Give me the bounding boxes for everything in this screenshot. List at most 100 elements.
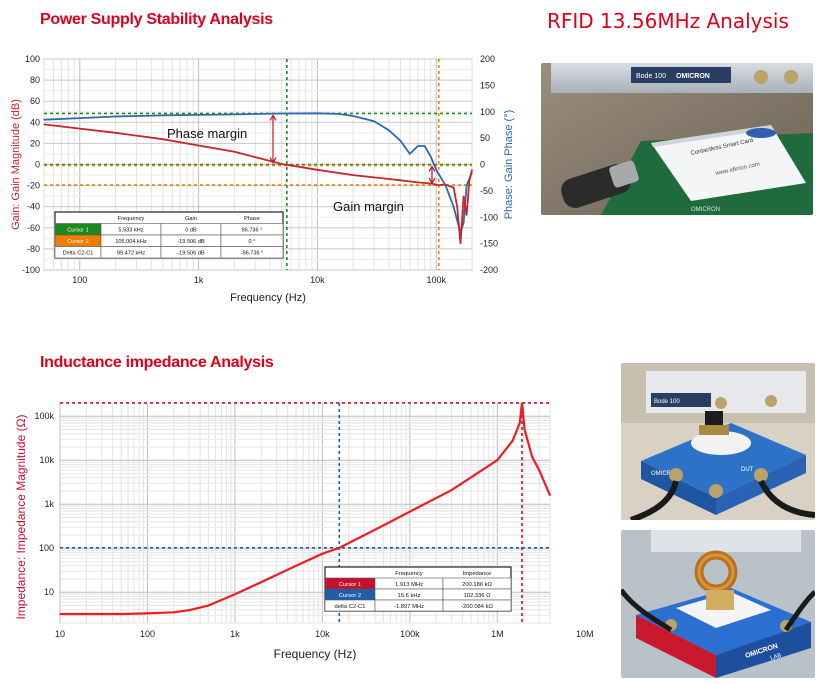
inductance-heading: Inductance impedance Analysis — [40, 354, 274, 371]
y2-tick-label: 200 — [480, 54, 495, 64]
table2-cell: -200.084 kΩ — [461, 604, 493, 610]
phase-point — [373, 120, 375, 122]
impedance-point — [518, 422, 521, 424]
gain-point — [459, 243, 462, 245]
phase-point — [409, 153, 411, 155]
gain-point — [316, 169, 319, 171]
inductor-setup-photo-1: Bode 100 OMICRON DUT — [621, 363, 815, 520]
impedance-point — [207, 604, 210, 607]
impedance-point — [120, 613, 122, 615]
impedance-point — [188, 609, 190, 611]
gain-point — [399, 179, 402, 181]
phase-margin-annotation: Phase margin — [167, 126, 247, 141]
table1-cell: Cursor 1 — [67, 228, 88, 234]
table1-header: Phase — [244, 216, 260, 222]
table1-header: Gain — [185, 216, 197, 222]
impedance-point — [146, 612, 149, 615]
gain-point — [352, 174, 354, 176]
phase-point — [281, 112, 283, 115]
phase-margin-arrow-head-top — [269, 114, 277, 121]
y-tick-label: 10 — [44, 587, 54, 597]
impedance-point — [521, 402, 523, 404]
impedance-point — [59, 613, 61, 615]
impedance-point — [512, 439, 514, 442]
impedance-point — [531, 456, 533, 458]
table1-cell: Cursor 2 — [67, 239, 88, 245]
x-axis-label: Frequency (Hz) — [274, 647, 357, 661]
impedance-point — [173, 611, 175, 614]
impedance-point — [295, 565, 297, 567]
board-brand: OMICRON — [691, 207, 720, 213]
table2-cell: 200.186 kΩ — [462, 582, 492, 588]
x-tick-label: 100 — [140, 629, 155, 639]
y-tick-label: 0 — [35, 160, 40, 170]
table1-cell: 5.533 kHz — [118, 228, 143, 234]
gain-point — [197, 144, 200, 147]
gain-point — [465, 214, 468, 216]
y-tick-label: 100k — [34, 411, 54, 421]
y-tick-label: 20 — [30, 138, 40, 148]
x-axis-label: Frequency (Hz) — [230, 292, 306, 304]
phase-point — [430, 155, 432, 158]
y-axis-label: Impedance: Impedance Magnitude (Ω) — [14, 414, 28, 619]
table1-cell: -96.736 ° — [241, 251, 264, 257]
phase-point — [465, 185, 468, 187]
table1-cell: 99.472 kHz — [117, 251, 145, 257]
gain-point — [463, 195, 465, 197]
phase-point — [459, 232, 462, 234]
impedance-trace — [60, 402, 552, 616]
phase-point — [471, 171, 473, 174]
impedance-point — [450, 489, 453, 491]
y2-tick-label: 100 — [480, 107, 495, 117]
rfid-brand: OMICRON — [676, 73, 710, 80]
table1-cell: 0 ° — [249, 239, 256, 245]
x-tick-label: 100k — [400, 629, 420, 639]
y2-tick-label: 50 — [480, 133, 490, 143]
gain-point — [445, 183, 447, 186]
y2-tick-label: -100 — [480, 212, 498, 222]
table1-cell: 105.004 kHz — [115, 239, 147, 245]
table2-cell: delta C2-C1 — [335, 604, 366, 610]
x-tick-label: 100 — [72, 275, 87, 285]
table2-cell: 102.336 Ω — [464, 593, 492, 599]
impedance-point — [260, 581, 262, 583]
gain-margin-arrow-head-bottom — [428, 177, 436, 185]
impedance-point — [496, 459, 499, 461]
phase-point — [337, 113, 339, 115]
table1-cell-bg — [220, 246, 284, 259]
table2-cell: 15.6 kHz — [398, 593, 421, 599]
gain-margin-annotation: Gain margin — [333, 199, 404, 214]
phase-point — [79, 117, 81, 119]
gain-point — [456, 206, 458, 208]
gain-point — [233, 151, 235, 153]
y-tick-label: 40 — [30, 117, 40, 127]
phase-point — [114, 115, 117, 118]
impedance-point — [338, 547, 340, 549]
phase-margin-arrow-head-bottom — [269, 157, 277, 164]
y2-tick-label: -50 — [480, 186, 493, 196]
x-tick-label: 100k — [426, 275, 446, 285]
impedance-point — [409, 510, 411, 513]
gain-point — [468, 179, 470, 181]
phase-point — [197, 114, 200, 116]
y-tick-label: -40 — [27, 202, 40, 212]
y-tick-label: 100 — [25, 54, 40, 64]
impedance-point — [549, 494, 551, 496]
phase-trace — [43, 112, 473, 237]
x-tick-label: 10M — [576, 629, 594, 639]
impedance-point — [321, 553, 324, 555]
phase-point — [445, 185, 447, 187]
impedance-point — [234, 593, 236, 595]
table1-cell: -19.506 dB — [177, 239, 205, 245]
photo2-subbrand: LAB — [770, 653, 783, 662]
y2-tick-label: 150 — [480, 80, 495, 90]
y-axis-label: Gain: Gain Magnitude (dB) — [10, 99, 22, 230]
y-tick-label: 80 — [30, 75, 40, 85]
y-tick-label: -60 — [27, 223, 40, 233]
gain-margin-arrow-head-top — [428, 165, 436, 172]
phase-point — [452, 206, 455, 208]
gain-point — [471, 169, 473, 171]
inductor-setup-photo-2: OMICRON LAB — [621, 530, 815, 678]
phase-point — [424, 145, 426, 147]
